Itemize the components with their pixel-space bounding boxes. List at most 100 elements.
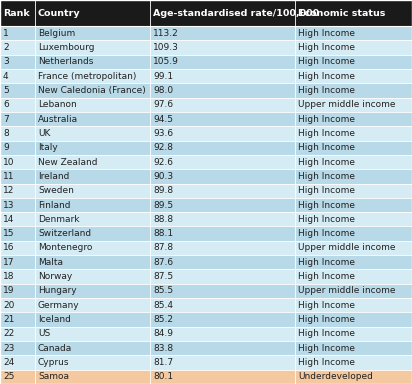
Text: Luxembourg: Luxembourg xyxy=(38,43,94,52)
Text: 97.6: 97.6 xyxy=(153,100,173,109)
Bar xyxy=(0,184,412,198)
Text: 2: 2 xyxy=(3,43,9,52)
Text: 85.2: 85.2 xyxy=(153,315,173,324)
Text: High Income: High Income xyxy=(298,344,355,353)
Text: 109.3: 109.3 xyxy=(153,43,179,52)
Text: New Caledonia (France): New Caledonia (France) xyxy=(38,86,146,95)
Bar xyxy=(0,155,412,169)
Text: Canada: Canada xyxy=(38,344,72,353)
Text: Country: Country xyxy=(38,8,81,18)
Bar xyxy=(0,55,412,69)
Text: 23: 23 xyxy=(3,344,14,353)
Text: High Income: High Income xyxy=(298,315,355,324)
Text: 92.8: 92.8 xyxy=(153,143,173,152)
Text: Malta: Malta xyxy=(38,258,63,267)
Text: Netherlands: Netherlands xyxy=(38,57,94,66)
Bar xyxy=(0,69,412,83)
Text: 113.2: 113.2 xyxy=(153,29,179,38)
Text: 1: 1 xyxy=(3,29,9,38)
Text: Ireland: Ireland xyxy=(38,172,69,181)
Text: High Income: High Income xyxy=(298,29,355,38)
Text: High Income: High Income xyxy=(298,358,355,367)
Text: High Income: High Income xyxy=(298,200,355,210)
Bar xyxy=(0,26,412,40)
Text: Denmark: Denmark xyxy=(38,215,80,224)
Bar xyxy=(0,212,412,227)
Text: 87.6: 87.6 xyxy=(153,258,173,267)
Text: 4: 4 xyxy=(3,72,9,81)
Bar xyxy=(0,255,412,270)
Text: 14: 14 xyxy=(3,215,14,224)
Text: High Income: High Income xyxy=(298,143,355,152)
Bar xyxy=(0,126,412,141)
Text: 24: 24 xyxy=(3,358,14,367)
Text: Lebanon: Lebanon xyxy=(38,100,77,109)
Bar xyxy=(0,98,412,112)
Bar xyxy=(0,298,412,313)
Text: 25: 25 xyxy=(3,372,14,381)
Text: 16: 16 xyxy=(3,243,14,252)
Text: 22: 22 xyxy=(3,329,14,338)
Text: Economic status: Economic status xyxy=(298,8,385,18)
Text: 93.6: 93.6 xyxy=(153,129,173,138)
Text: High Income: High Income xyxy=(298,272,355,281)
Text: 84.9: 84.9 xyxy=(153,329,173,338)
Text: 6: 6 xyxy=(3,100,9,109)
Bar xyxy=(0,270,412,284)
Text: 92.6: 92.6 xyxy=(153,157,173,167)
Text: 13: 13 xyxy=(3,200,14,210)
Bar xyxy=(0,0,412,26)
Bar xyxy=(0,227,412,241)
Bar xyxy=(0,241,412,255)
Bar xyxy=(0,355,412,370)
Text: Belgium: Belgium xyxy=(38,29,75,38)
Text: Upper middle income: Upper middle income xyxy=(298,243,396,252)
Text: Hungary: Hungary xyxy=(38,286,77,295)
Text: Iceland: Iceland xyxy=(38,315,71,324)
Bar xyxy=(0,341,412,355)
Text: US: US xyxy=(38,329,50,338)
Text: 88.1: 88.1 xyxy=(153,229,173,238)
Text: Australia: Australia xyxy=(38,114,78,124)
Text: 12: 12 xyxy=(3,186,14,195)
Text: High Income: High Income xyxy=(298,215,355,224)
Text: Norway: Norway xyxy=(38,272,72,281)
Text: 99.1: 99.1 xyxy=(153,72,173,81)
Text: Sweden: Sweden xyxy=(38,186,74,195)
Text: 85.4: 85.4 xyxy=(153,301,173,310)
Text: High Income: High Income xyxy=(298,72,355,81)
Bar xyxy=(0,141,412,155)
Text: High Income: High Income xyxy=(298,114,355,124)
Text: 90.3: 90.3 xyxy=(153,172,173,181)
Text: 88.8: 88.8 xyxy=(153,215,173,224)
Bar xyxy=(0,83,412,98)
Text: High Income: High Income xyxy=(298,57,355,66)
Text: 10: 10 xyxy=(3,157,14,167)
Text: 5: 5 xyxy=(3,86,9,95)
Text: Montenegro: Montenegro xyxy=(38,243,92,252)
Text: Italy: Italy xyxy=(38,143,58,152)
Text: Samoa: Samoa xyxy=(38,372,69,381)
Text: High Income: High Income xyxy=(298,172,355,181)
Text: High Income: High Income xyxy=(298,43,355,52)
Text: High Income: High Income xyxy=(298,186,355,195)
Text: New Zealand: New Zealand xyxy=(38,157,98,167)
Bar xyxy=(0,327,412,341)
Text: 89.8: 89.8 xyxy=(153,186,173,195)
Text: Rank: Rank xyxy=(3,8,30,18)
Text: High Income: High Income xyxy=(298,86,355,95)
Text: 83.8: 83.8 xyxy=(153,344,173,353)
Text: 18: 18 xyxy=(3,272,14,281)
Text: Upper middle income: Upper middle income xyxy=(298,100,396,109)
Text: 85.5: 85.5 xyxy=(153,286,173,295)
Bar xyxy=(0,284,412,298)
Text: High Income: High Income xyxy=(298,329,355,338)
Text: 21: 21 xyxy=(3,315,14,324)
Text: 19: 19 xyxy=(3,286,14,295)
Text: 20: 20 xyxy=(3,301,14,310)
Text: Underdeveloped: Underdeveloped xyxy=(298,372,373,381)
Bar xyxy=(0,169,412,184)
Bar xyxy=(0,313,412,327)
Bar xyxy=(0,40,412,55)
Text: High Income: High Income xyxy=(298,301,355,310)
